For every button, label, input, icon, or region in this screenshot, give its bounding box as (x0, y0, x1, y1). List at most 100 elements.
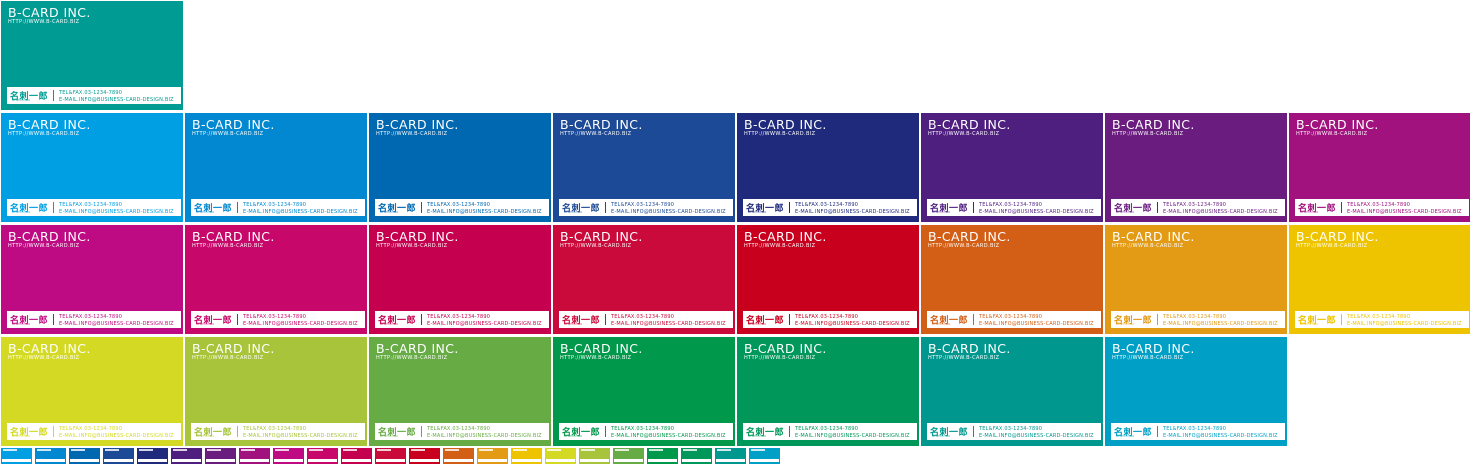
mini-text (207, 449, 221, 451)
person-name-roman: MEISHI ICHIRO (564, 435, 583, 438)
company-url: HTTP://WWW.B-CARD.BIZ (376, 355, 448, 361)
business-card[interactable]: B-CARD INC. HTTP://WWW.B-CARD.BIZ 名刺一郎 MEIS… (553, 225, 735, 334)
company-url: HTTP://WWW.B-CARD.BIZ (1112, 355, 1184, 361)
color-swatch[interactable] (409, 448, 440, 464)
mini-text (139, 449, 153, 451)
color-swatch[interactable] (613, 448, 644, 464)
contact-band: 名刺一郎 MEISHI ICHIRO TEL&FAX.03-1234-7890 E-M… (559, 199, 733, 216)
business-card[interactable]: B-CARD INC. HTTP://WWW.B-CARD.BIZ 名刺一郎 MEIS… (921, 225, 1103, 334)
business-card[interactable]: B-CARD INC. HTTP://WWW.B-CARD.BIZ 名刺一郎 MEIS… (1105, 337, 1287, 446)
email-address: E-MAIL.INFO@BUSINESS-CARD-DESIGN.BIZ (979, 208, 1094, 215)
person-name: 名刺一郎 (746, 428, 785, 438)
contact-band: 名刺一郎 MEISHI ICHIRO TEL&FAX.03-1234-7890 E-M… (743, 311, 917, 328)
mini-band (104, 459, 133, 462)
color-swatch[interactable] (443, 448, 474, 464)
company-url: HTTP://WWW.B-CARD.BIZ (560, 355, 632, 361)
color-swatch[interactable] (239, 448, 270, 464)
business-card[interactable]: B-CARD INC. HTTP://WWW.B-CARD.BIZ 名刺一郎 MEIS… (921, 113, 1103, 222)
email-address: E-MAIL.INFO@BUSINESS-CARD-DESIGN.BIZ (59, 432, 174, 439)
color-swatch[interactable] (511, 448, 542, 464)
color-swatch[interactable] (137, 448, 168, 464)
color-swatch[interactable] (1, 448, 32, 464)
email-address: E-MAIL.INFO@BUSINESS-CARD-DESIGN.BIZ (1163, 208, 1278, 215)
company-name: B-CARD INC. (192, 341, 275, 356)
mini-text (309, 449, 323, 451)
tel-fax: TEL&FAX.03-1234-7890 (243, 202, 307, 208)
person-name-roman: MEISHI ICHIRO (1116, 323, 1135, 326)
color-swatch[interactable] (375, 448, 406, 464)
color-swatch[interactable] (171, 448, 202, 464)
business-card[interactable]: B-CARD INC. HTTP://WWW.B-CARD.BIZ 名刺一郎 MEIS… (1105, 225, 1287, 334)
company-url: HTTP://WWW.B-CARD.BIZ (744, 355, 816, 361)
mini-text (513, 449, 527, 451)
color-swatch[interactable] (273, 448, 304, 464)
business-card[interactable]: B-CARD INC. HTTP://WWW.B-CARD.BIZ 名刺一郎 MEIS… (1, 337, 183, 446)
person-name-roman: MEISHI ICHIRO (12, 211, 31, 214)
business-card[interactable]: B-CARD INC. HTTP://WWW.B-CARD.BIZ 名刺一郎 MEIS… (369, 337, 551, 446)
company-url: HTTP://WWW.B-CARD.BIZ (8, 131, 80, 137)
business-card[interactable]: B-CARD INC. HTTP://WWW.B-CARD.BIZ 名刺一郎 MEIS… (1, 1, 183, 110)
business-card[interactable]: B-CARD INC. HTTP://WWW.B-CARD.BIZ 名刺一郎 MEIS… (737, 337, 919, 446)
company-url: HTTP://WWW.B-CARD.BIZ (376, 131, 448, 137)
color-swatch[interactable] (103, 448, 134, 464)
email-address: E-MAIL.INFO@BUSINESS-CARD-DESIGN.BIZ (427, 432, 542, 439)
email-address: E-MAIL.INFO@BUSINESS-CARD-DESIGN.BIZ (611, 320, 726, 327)
company-name: B-CARD INC. (560, 229, 643, 244)
person-name-roman: MEISHI ICHIRO (1300, 211, 1319, 214)
contact-band: 名刺一郎 MEISHI ICHIRO TEL&FAX.03-1234-7890 E-M… (7, 423, 181, 440)
company-url: HTTP://WWW.B-CARD.BIZ (928, 131, 1000, 137)
company-url: HTTP://WWW.B-CARD.BIZ (560, 131, 632, 137)
company-name: B-CARD INC. (560, 341, 643, 356)
divider (605, 202, 606, 213)
person-name: 名刺一郎 (562, 316, 601, 326)
business-card[interactable]: B-CARD INC. HTTP://WWW.B-CARD.BIZ 名刺一郎 MEIS… (1289, 225, 1470, 334)
tel-fax: TEL&FAX.03-1234-7890 (795, 314, 859, 320)
color-swatch[interactable] (749, 448, 780, 464)
mini-band (172, 459, 201, 462)
color-swatch[interactable] (35, 448, 66, 464)
business-card[interactable]: B-CARD INC. HTTP://WWW.B-CARD.BIZ 名刺一郎 MEIS… (1289, 113, 1470, 222)
color-swatch[interactable] (647, 448, 678, 464)
person-name: 名刺一郎 (194, 204, 233, 214)
tel-fax: TEL&FAX.03-1234-7890 (427, 314, 491, 320)
company-name: B-CARD INC. (192, 229, 275, 244)
color-swatch[interactable] (341, 448, 372, 464)
business-card[interactable]: B-CARD INC. HTTP://WWW.B-CARD.BIZ 名刺一郎 MEIS… (921, 337, 1103, 446)
email-address: E-MAIL.INFO@BUSINESS-CARD-DESIGN.BIZ (427, 208, 542, 215)
person-name-roman: MEISHI ICHIRO (932, 435, 951, 438)
color-swatch[interactable] (715, 448, 746, 464)
business-card[interactable]: B-CARD INC. HTTP://WWW.B-CARD.BIZ 名刺一郎 MEIS… (553, 113, 735, 222)
company-url: HTTP://WWW.B-CARD.BIZ (1296, 131, 1368, 137)
email-address: E-MAIL.INFO@BUSINESS-CARD-DESIGN.BIZ (59, 96, 174, 103)
business-card[interactable]: B-CARD INC. HTTP://WWW.B-CARD.BIZ 名刺一郎 MEIS… (185, 113, 367, 222)
business-card[interactable]: B-CARD INC. HTTP://WWW.B-CARD.BIZ 名刺一郎 MEIS… (737, 225, 919, 334)
color-swatch[interactable] (545, 448, 576, 464)
business-card[interactable]: B-CARD INC. HTTP://WWW.B-CARD.BIZ 名刺一郎 MEIS… (1, 225, 183, 334)
mini-text (683, 449, 697, 451)
tel-fax: TEL&FAX.03-1234-7890 (1163, 314, 1227, 320)
color-swatch[interactable] (307, 448, 338, 464)
business-card[interactable]: B-CARD INC. HTTP://WWW.B-CARD.BIZ 名刺一郎 MEIS… (185, 337, 367, 446)
company-name: B-CARD INC. (376, 117, 459, 132)
divider (973, 314, 974, 325)
business-card[interactable]: B-CARD INC. HTTP://WWW.B-CARD.BIZ 名刺一郎 MEIS… (1, 113, 183, 222)
color-swatch[interactable] (681, 448, 712, 464)
person-name: 名刺一郎 (1114, 204, 1153, 214)
business-card[interactable]: B-CARD INC. HTTP://WWW.B-CARD.BIZ 名刺一郎 MEIS… (553, 337, 735, 446)
business-card[interactable]: B-CARD INC. HTTP://WWW.B-CARD.BIZ 名刺一郎 MEIS… (369, 225, 551, 334)
color-swatch[interactable] (69, 448, 100, 464)
business-card[interactable]: B-CARD INC. HTTP://WWW.B-CARD.BIZ 名刺一郎 MEIS… (185, 225, 367, 334)
business-card[interactable]: B-CARD INC. HTTP://WWW.B-CARD.BIZ 名刺一郎 MEIS… (369, 113, 551, 222)
color-swatch[interactable] (579, 448, 610, 464)
contact-band: 名刺一郎 MEISHI ICHIRO TEL&FAX.03-1234-7890 E-M… (1111, 423, 1285, 440)
color-swatch[interactable] (205, 448, 236, 464)
person-name-roman: MEISHI ICHIRO (196, 435, 215, 438)
person-name: 名刺一郎 (378, 428, 417, 438)
business-card[interactable]: B-CARD INC. HTTP://WWW.B-CARD.BIZ 名刺一郎 MEIS… (737, 113, 919, 222)
color-swatch[interactable] (477, 448, 508, 464)
mini-band (512, 459, 541, 462)
person-name-roman: MEISHI ICHIRO (932, 211, 951, 214)
divider (237, 202, 238, 213)
person-name-roman: MEISHI ICHIRO (380, 323, 399, 326)
business-card[interactable]: B-CARD INC. HTTP://WWW.B-CARD.BIZ 名刺一郎 MEIS… (1105, 113, 1287, 222)
